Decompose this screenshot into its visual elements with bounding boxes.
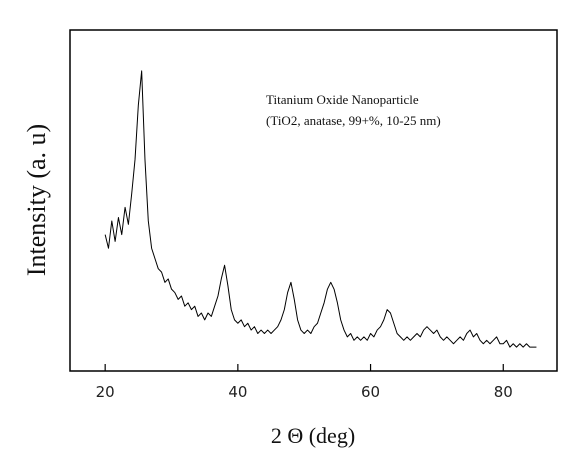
- annotation: (TiO2, anatase, 99+%, 10-25 nm): [266, 113, 441, 128]
- x-tick-label: 20: [96, 383, 115, 401]
- y-axis-label: Intensity (a. u): [22, 124, 51, 276]
- x-axis-label: 2 Θ (deg): [271, 423, 355, 448]
- x-tick-label: 60: [361, 383, 380, 401]
- annotation: Titanium Oxide Nanoparticle: [266, 92, 419, 107]
- data-line: [104, 70, 537, 348]
- x-tick-label: 80: [494, 383, 513, 401]
- plot-frame: [69, 29, 558, 372]
- x-tick-label: 40: [228, 383, 247, 401]
